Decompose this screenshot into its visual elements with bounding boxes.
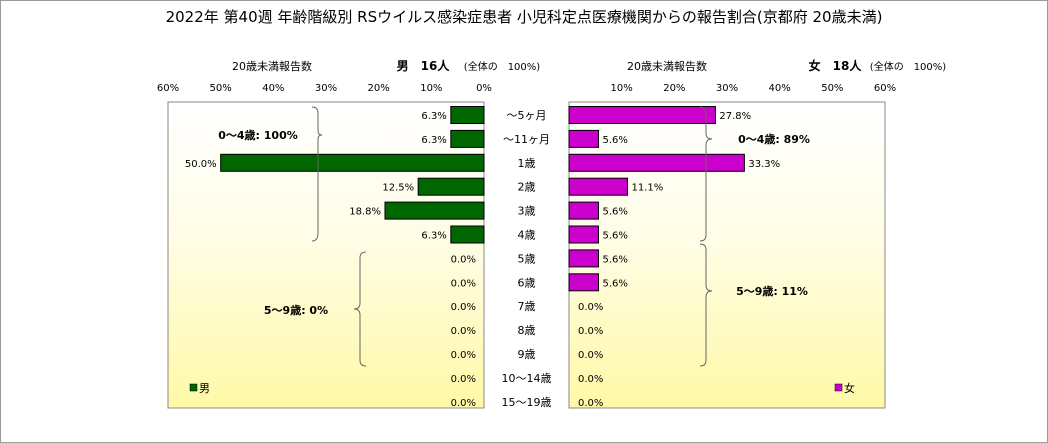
female-data-label: 5.6% [602,135,627,146]
male-legend-swatch [189,383,198,392]
category-label: 9歳 [518,348,536,361]
male-bar [220,153,485,172]
category-label: 3歳 [518,205,536,218]
female-bar [568,225,599,244]
male-bar [417,177,485,196]
x-tick-label: 20% [368,83,390,94]
x-tick-label: 40% [262,83,284,94]
male-header-label: 20歳未満報告数 [232,60,312,73]
female-data-label: 0.0% [578,326,603,337]
male-bar [450,129,485,148]
male-data-label: 50.0% [185,159,217,170]
category-label: 15～19歳 [502,396,552,409]
male-data-label: 6.3% [421,135,446,146]
male-data-label: 18.8% [349,207,381,218]
female-brace-5-9 [699,243,713,367]
category-label: 4歳 [518,229,536,242]
x-tick-label: 60% [157,83,179,94]
male-header-count: 男 16人 [397,58,451,73]
female-header-note: (全体の 100%) [870,60,946,73]
category-label: 10～14歳 [502,372,552,385]
female-data-label: 0.0% [578,302,603,313]
male-data-label: 12.5% [382,183,414,194]
category-label: 2歳 [518,181,536,194]
female-data-label: 0.0% [578,374,603,385]
female-legend-label: 女 [844,381,855,395]
male-plot-area [167,101,485,409]
male-brace-0-4 [311,106,323,242]
category-label: 7歳 [518,300,536,313]
female-bar [568,129,599,148]
female-data-label: 11.1% [631,183,663,194]
male-group-note-5-9: 5～9歳: 0% [264,303,328,317]
female-data-label: 5.6% [602,278,627,289]
male-data-label: 0.0% [451,254,476,265]
female-plot-area [568,101,886,409]
x-tick-label: 10% [420,83,442,94]
x-tick-label: 50% [210,83,232,94]
female-data-label: 0.0% [578,350,603,361]
x-tick-label: 60% [874,83,896,94]
male-bar [384,201,485,220]
female-bar [568,201,599,220]
female-data-label: 5.6% [602,207,627,218]
female-data-label: 5.6% [602,231,627,242]
x-tick-label: 20% [663,83,685,94]
male-bar [450,225,485,244]
male-data-label: 6.3% [421,111,446,122]
x-tick-label: 30% [315,83,337,94]
female-header-count: 女 18人 [809,58,863,73]
male-data-label: 0.0% [451,326,476,337]
female-bar [568,153,745,172]
category-label: 1歳 [518,157,536,170]
female-group-note-5-9: 5～9歳: 11% [736,284,808,298]
male-legend-label: 男 [199,382,210,395]
category-label: 5歳 [518,252,536,265]
male-data-label: 6.3% [421,231,446,242]
chart-title: 2022年 第40週 年齢階級別 RSウイルス感染症患者 小児科定点医療機関から… [166,8,883,26]
male-header-note: (全体の 100%) [464,60,540,73]
female-data-label: 33.3% [748,159,780,170]
x-tick-label: 0% [476,83,492,94]
x-tick-label: 40% [769,83,791,94]
female-header-label: 20歳未満報告数 [627,60,707,73]
x-tick-label: 30% [716,83,738,94]
male-data-label: 0.0% [451,302,476,313]
category-label: 8歳 [518,324,536,337]
male-group-note-0-4: 0～4歳: 100% [218,128,298,142]
female-group-note-0-4: 0～4歳: 89% [738,132,810,146]
x-tick-label: 50% [821,83,843,94]
female-bar [568,106,716,124]
male-data-label: 0.0% [451,278,476,289]
male-data-label: 0.0% [451,350,476,361]
female-bar [568,177,628,196]
female-bar [568,249,599,268]
category-label: ～11ヶ月 [503,133,550,146]
female-data-label: 0.0% [578,398,603,409]
female-brace-0-4 [699,106,713,242]
female-data-label: 27.8% [719,111,751,122]
male-brace-5-9 [353,251,367,367]
male-data-label: 0.0% [451,374,476,385]
male-data-label: 0.0% [451,398,476,409]
male-bar [450,106,485,124]
x-tick-label: 10% [611,83,633,94]
female-legend-swatch [834,383,843,392]
female-bar [568,273,599,292]
female-data-label: 5.6% [602,254,627,265]
category-label: ～5ヶ月 [507,109,547,122]
category-label: 6歳 [518,276,536,289]
